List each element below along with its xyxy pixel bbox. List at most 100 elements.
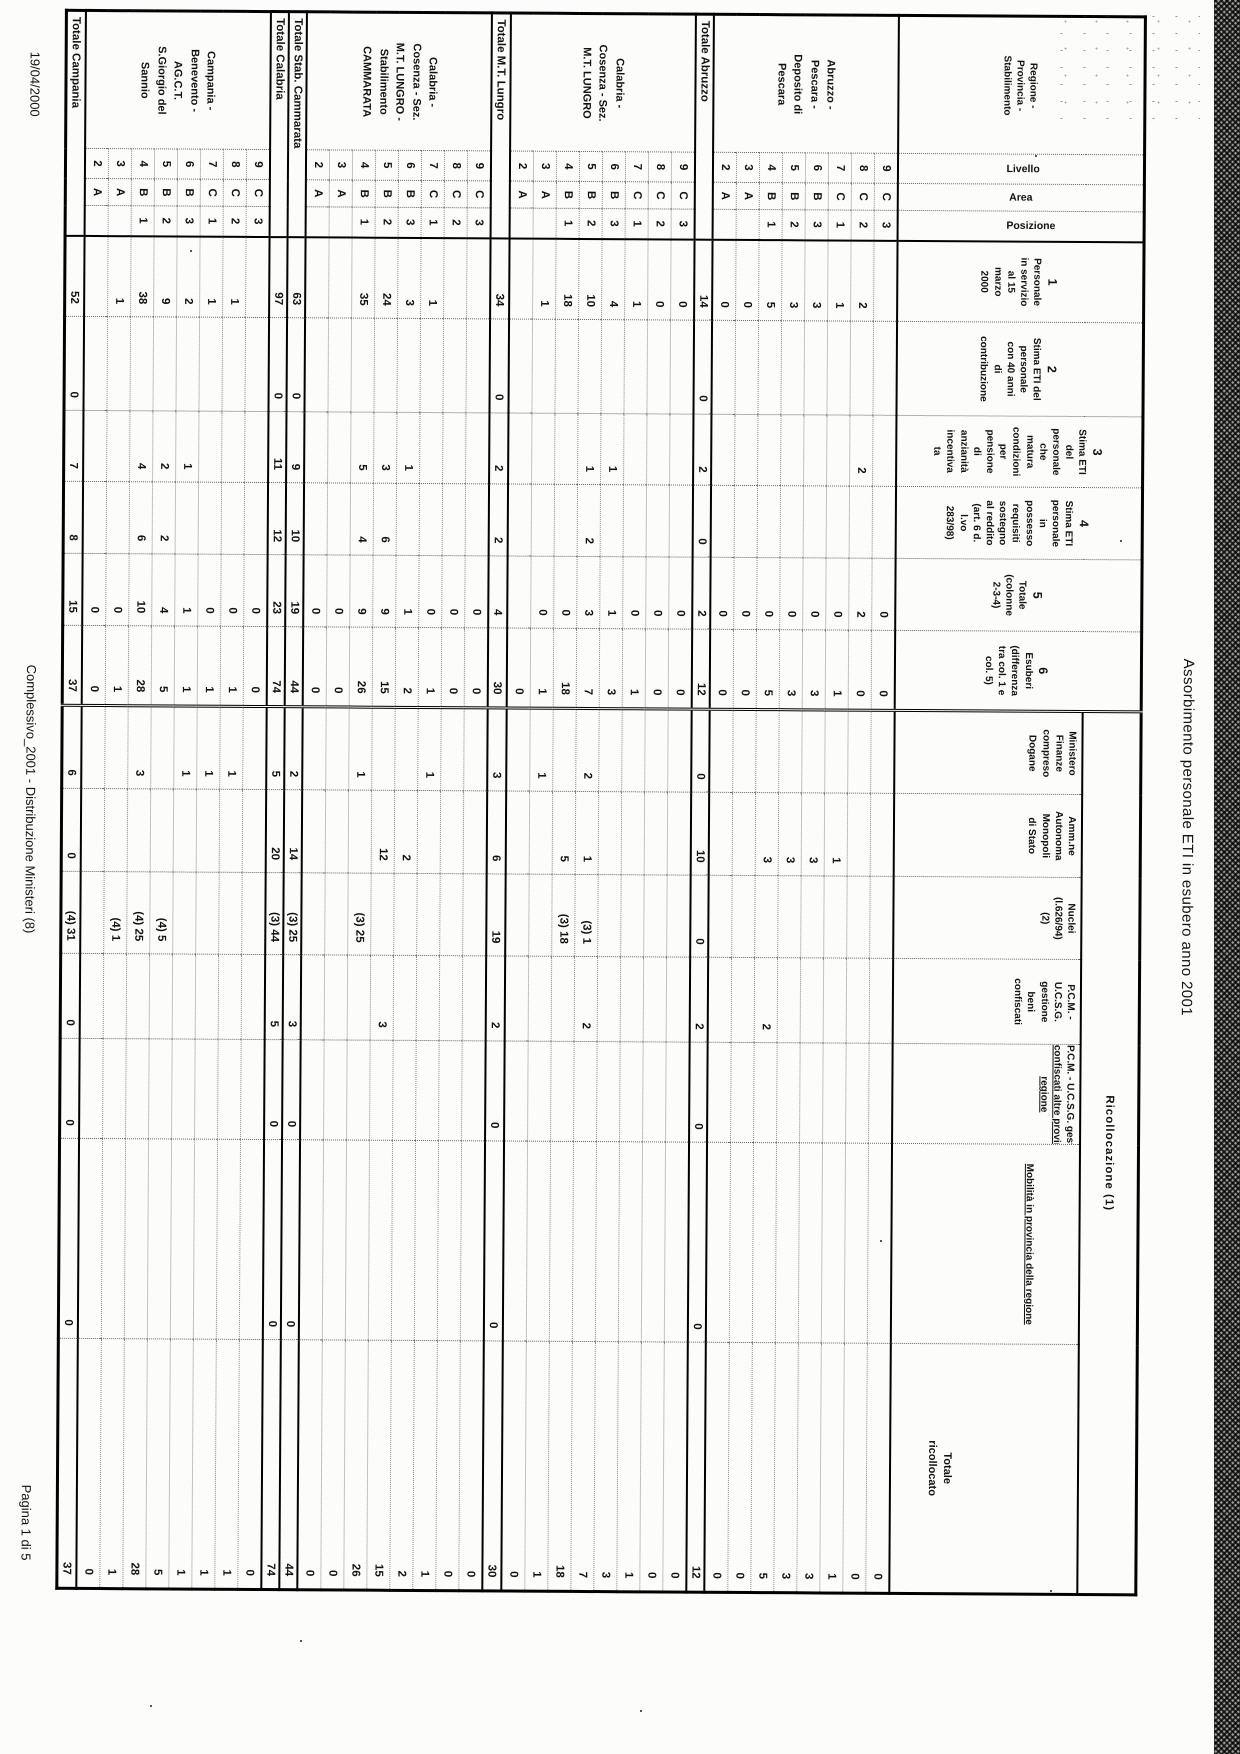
level-livello: 9 bbox=[245, 149, 270, 180]
level-posizione bbox=[305, 206, 330, 237]
value-tot: 18 bbox=[547, 1341, 572, 1592]
value-nuc bbox=[777, 875, 802, 958]
value-c2 bbox=[328, 317, 352, 413]
level-area: C bbox=[199, 179, 223, 207]
col-header-posizione: Posizione bbox=[897, 210, 1145, 242]
value-c4 bbox=[507, 484, 532, 557]
value-pcm: 2 bbox=[485, 955, 505, 1042]
value-c3 bbox=[734, 414, 758, 486]
value-c1: 1 bbox=[532, 238, 556, 320]
value-alt bbox=[596, 1041, 620, 1142]
value-alt bbox=[730, 1042, 755, 1143]
value-c4 bbox=[243, 482, 268, 555]
value-c3 bbox=[531, 413, 555, 485]
value-mob bbox=[460, 1140, 486, 1341]
value-alt bbox=[550, 1041, 574, 1142]
level-area: C bbox=[467, 180, 492, 208]
value-c4 bbox=[872, 486, 897, 559]
value-tot: 0 bbox=[842, 1343, 868, 1594]
value-c2 bbox=[646, 319, 671, 415]
header-line: incentiva bbox=[944, 429, 956, 473]
value-min: 1 bbox=[348, 707, 373, 791]
value-tot: 1 bbox=[214, 1339, 239, 1590]
value-c3: 1 bbox=[175, 410, 199, 483]
document-title: Assorbimento personale ETI in esubero an… bbox=[1177, 658, 1197, 1017]
header-line: Personale bbox=[1031, 258, 1043, 306]
header-line: U.C.S.G. bbox=[1051, 981, 1063, 1022]
value-c6: 0 bbox=[441, 627, 465, 708]
col-header-min: Ministero Finanze compreso Dogane bbox=[894, 710, 1083, 795]
value-c1: 9 bbox=[153, 235, 177, 317]
value-c1: 5 bbox=[758, 239, 783, 321]
header-line: Stima ETI bbox=[1062, 500, 1075, 547]
header-lines: 6 Esuberi (differenza tra col. 1 e col. 5) bbox=[982, 631, 1055, 709]
value-alt bbox=[217, 1039, 241, 1140]
level-posizione: 3 bbox=[601, 208, 625, 239]
level-posizione: 3 bbox=[398, 207, 422, 238]
value-c2 bbox=[466, 318, 491, 413]
value-c4 bbox=[465, 483, 490, 556]
value-mon bbox=[325, 789, 349, 874]
header-line: che bbox=[1037, 443, 1049, 461]
value-c2 bbox=[849, 321, 874, 416]
level-posizione: 1 bbox=[828, 209, 852, 241]
value-tot: 1 bbox=[413, 1340, 438, 1591]
header-line: anzianità bbox=[957, 429, 970, 473]
value-pcm bbox=[324, 954, 348, 1041]
value-c5: 9 bbox=[372, 555, 397, 628]
value-c6: 15 bbox=[372, 627, 396, 708]
level-posizione: 3 bbox=[176, 205, 200, 237]
header-line: con 40 anni bbox=[1004, 341, 1016, 397]
col-header-c4: 4 Stima ETI personale in possesso requisiti so… bbox=[895, 486, 1143, 560]
value-mob bbox=[525, 1141, 551, 1342]
value-mob bbox=[77, 1138, 103, 1339]
header-line: in servizio bbox=[1018, 257, 1030, 307]
value-min: 5 bbox=[265, 706, 285, 790]
value-c4 bbox=[826, 485, 850, 559]
value-tot: 0 bbox=[500, 1341, 526, 1592]
value-tot: 1 bbox=[191, 1339, 216, 1590]
value-tot: 1 bbox=[819, 1342, 845, 1594]
value-c4 bbox=[174, 481, 199, 555]
value-pcm bbox=[846, 958, 870, 1044]
value-c3: 1 bbox=[396, 412, 421, 484]
value-c6: 28 bbox=[127, 625, 152, 706]
header-line: del bbox=[1063, 444, 1075, 460]
value-c4 bbox=[197, 482, 222, 555]
personnel-table: Regione - Provincia - Stabilimento Livello A… bbox=[55, 8, 1147, 1597]
level-area: C bbox=[874, 183, 898, 211]
value-mon: 1 bbox=[574, 791, 599, 875]
header-lines: Mobilità in provincia della regione bbox=[1022, 1145, 1039, 1344]
value-min: 1 bbox=[417, 707, 442, 791]
value-min bbox=[709, 709, 734, 793]
level-livello: 6 bbox=[176, 148, 201, 180]
value-c1: 3 bbox=[781, 239, 806, 321]
group-label-line: Stabilimento bbox=[376, 48, 390, 115]
value-pcm bbox=[731, 957, 755, 1043]
value-c3 bbox=[780, 414, 804, 486]
header-line: personale bbox=[1049, 499, 1061, 548]
value-min bbox=[870, 710, 895, 794]
level-area: B bbox=[578, 181, 603, 209]
value-mob bbox=[705, 1142, 731, 1343]
value-c6: 1 bbox=[529, 628, 554, 709]
level-posizione: 2 bbox=[578, 208, 602, 239]
header-line: contribuzione bbox=[978, 336, 990, 402]
value-pcm bbox=[550, 956, 575, 1042]
value-mob: 0 bbox=[280, 1139, 301, 1340]
value-tot: 0 bbox=[704, 1342, 730, 1593]
value-pcm: 3 bbox=[282, 954, 302, 1040]
value-c2 bbox=[826, 320, 851, 416]
value-nuc bbox=[846, 876, 871, 959]
value-alt bbox=[148, 1038, 172, 1139]
value-mob bbox=[617, 1141, 643, 1342]
value-c1: 1 bbox=[107, 235, 131, 317]
value-mon bbox=[870, 793, 895, 877]
header-lines: Totale ricollocato bbox=[924, 1344, 958, 1592]
group-label-line: Campania - bbox=[204, 51, 218, 111]
value-c6: 12 bbox=[691, 629, 711, 710]
value-c1: 3 bbox=[804, 239, 829, 321]
level-livello: 8 bbox=[222, 149, 247, 180]
header-line: Totale bbox=[940, 1452, 954, 1485]
value-mon bbox=[172, 788, 197, 873]
